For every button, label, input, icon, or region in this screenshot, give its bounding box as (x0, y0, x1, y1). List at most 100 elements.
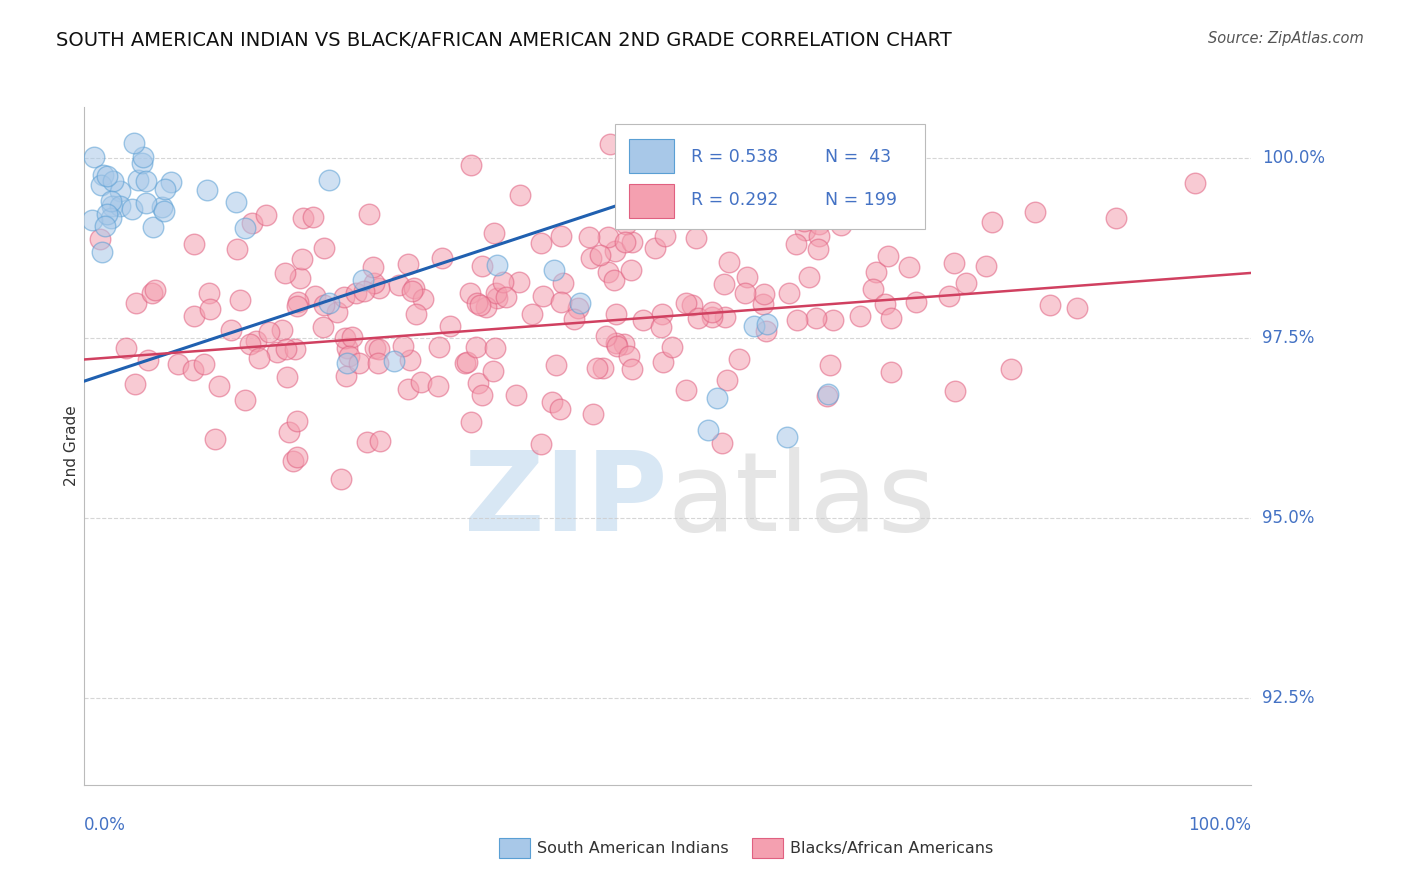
Point (799, 270, 821, 285)
Point (544, 359, 567, 373)
Point (288, 271, 311, 285)
Point (815, 389, 838, 403)
Point (121, 202, 143, 217)
Point (314, 241, 336, 255)
Point (675, 383, 697, 397)
Point (115, 341, 138, 355)
Point (589, 247, 612, 261)
Point (654, 228, 676, 243)
Point (702, 305, 724, 319)
Point (817, 387, 839, 401)
Point (793, 223, 815, 237)
Point (329, 472, 352, 486)
Point (862, 282, 884, 296)
Point (326, 304, 349, 318)
Point (160, 175, 183, 189)
Point (153, 182, 176, 196)
Point (943, 256, 966, 270)
Point (467, 376, 489, 391)
Point (291, 252, 314, 267)
Bar (630, 184, 673, 218)
Text: Blacks/African Americans: Blacks/African Americans (790, 841, 994, 855)
Point (776, 430, 799, 444)
Point (531, 289, 554, 303)
Point (804, 311, 827, 326)
Text: ZIP: ZIP (464, 447, 668, 554)
Point (727, 351, 749, 366)
Point (1000, 362, 1022, 376)
Point (90, 178, 112, 192)
Point (344, 286, 367, 301)
Point (620, 235, 643, 249)
Point (93, 219, 115, 233)
Point (755, 318, 778, 332)
Point (482, 364, 505, 378)
Text: 100.0%: 100.0% (1188, 815, 1251, 833)
Point (183, 309, 205, 323)
Point (254, 208, 277, 222)
Point (127, 172, 149, 186)
Point (904, 294, 927, 309)
Point (938, 288, 960, 302)
Point (304, 288, 326, 302)
Point (955, 276, 977, 290)
Point (219, 323, 242, 337)
Point (716, 373, 738, 387)
Point (1184, 177, 1206, 191)
Point (198, 285, 221, 300)
Point (135, 174, 157, 188)
Point (131, 156, 153, 170)
Point (353, 284, 375, 298)
Point (543, 263, 565, 277)
Point (396, 257, 419, 271)
Point (830, 218, 852, 232)
Point (863, 172, 886, 186)
Point (943, 384, 966, 399)
Point (530, 437, 553, 451)
Point (368, 342, 391, 356)
Point (460, 158, 482, 172)
Point (91, 168, 114, 182)
Point (620, 362, 643, 376)
Point (314, 298, 336, 312)
Point (122, 136, 145, 150)
Point (550, 294, 572, 309)
Point (225, 195, 247, 210)
Point (509, 188, 531, 202)
Text: R = 0.292: R = 0.292 (692, 191, 779, 209)
Point (1105, 211, 1128, 225)
Point (644, 241, 666, 255)
Point (356, 434, 378, 449)
Point (347, 355, 370, 369)
Text: 95.0%: 95.0% (1263, 509, 1315, 527)
Point (706, 391, 728, 405)
Point (312, 319, 335, 334)
Point (274, 266, 297, 280)
Point (402, 281, 425, 295)
Point (551, 277, 574, 291)
Point (166, 357, 188, 371)
Point (302, 211, 325, 225)
Point (285, 299, 308, 313)
Point (685, 231, 707, 245)
Point (793, 214, 815, 228)
Point (335, 369, 357, 384)
Point (456, 355, 478, 369)
Point (711, 435, 734, 450)
Point (717, 255, 740, 269)
Point (198, 301, 221, 316)
Point (596, 230, 619, 244)
Point (631, 313, 654, 327)
Point (89, 232, 111, 246)
Text: 100.0%: 100.0% (1263, 149, 1326, 167)
Point (283, 453, 305, 467)
Point (586, 361, 609, 376)
Text: 0.0%: 0.0% (84, 815, 127, 833)
Point (482, 226, 505, 240)
Point (562, 312, 585, 326)
Text: South American Indians: South American Indians (537, 841, 728, 855)
Point (661, 341, 683, 355)
Point (471, 388, 494, 402)
Point (876, 249, 898, 263)
Point (409, 376, 432, 390)
